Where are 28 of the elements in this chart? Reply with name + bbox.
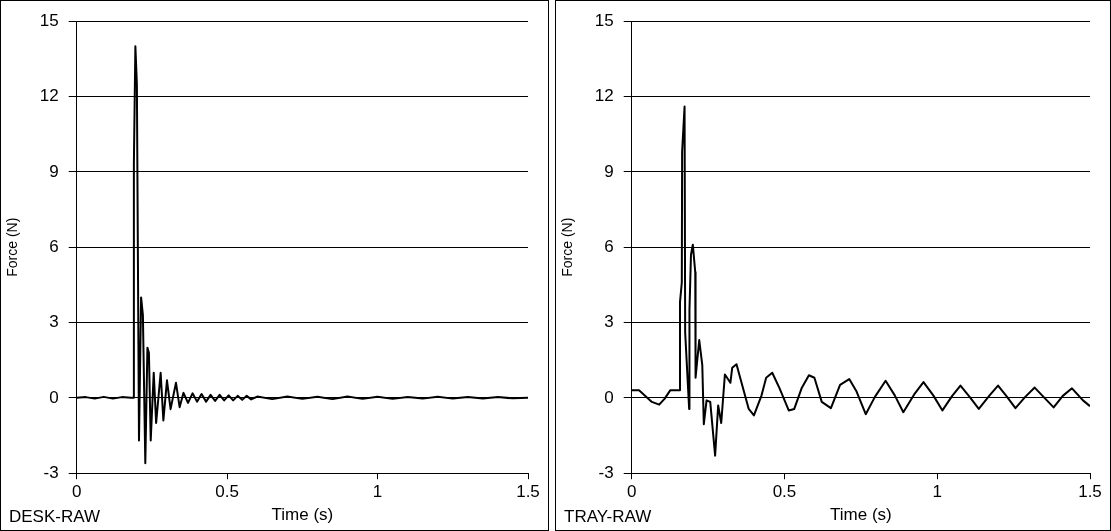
y-tick-label: -3 [43,462,59,482]
y-tick-label: 12 [594,86,614,106]
x-tick-label: 1 [932,482,942,502]
y-tick-label: 3 [604,312,614,332]
x-tick-label: 0.5 [772,482,797,502]
y-tick-label: -3 [598,462,614,482]
x-tick-label: 0 [71,482,82,502]
x-tick-label: 1.5 [516,482,540,502]
x-tick-label: 1 [372,482,383,502]
y-tick-label: 6 [604,236,614,256]
y-tick-label: 15 [594,10,614,30]
y-tick-label: 12 [39,86,59,106]
y-tick-label: 15 [39,10,59,30]
y-tick-label: 3 [49,312,59,332]
text: DESK-RAW [9,507,100,527]
y-axis-title: Force (N) [559,217,576,277]
y-tick-label: 0 [604,387,614,407]
x-axis-title: Time (s) [830,505,892,525]
x-tick-label: 1.5 [1078,482,1102,502]
y-tick-label: 0 [49,387,59,407]
text: TRAY-RAW [564,507,652,527]
y-tick-label: 9 [49,161,59,181]
x-tick-label: 0.5 [215,482,239,502]
y-axis-title: Force (N) [4,217,21,277]
x-tick-label: 0 [626,482,637,502]
x-axis-title: Time (s) [271,505,334,525]
y-tick-label: 6 [49,236,59,256]
y-tick-label: 9 [604,161,614,181]
